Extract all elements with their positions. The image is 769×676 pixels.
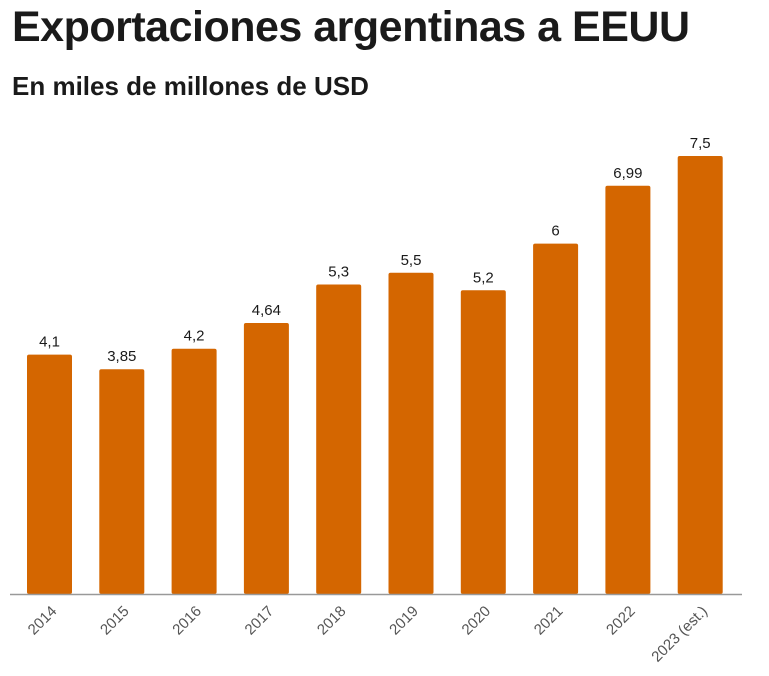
bar-2016 [171, 348, 217, 594]
bar-2014 [27, 354, 72, 594]
x-tick-label: 2022 [603, 603, 639, 639]
data-labels-group: 4,1 3,85 4,2 4,64 5,3 5,5 5,2 6 6,99 7,5 [39, 135, 711, 365]
data-label: 6,99 [613, 165, 642, 182]
data-label: 4,2 [184, 328, 205, 345]
x-tick-labels-group: 2014 2015 2016 2017 2018 2019 2020 2021 2022 2023… [25, 603, 711, 666]
data-label: 5,2 [473, 269, 494, 286]
bar-2017 [243, 323, 289, 594]
bar-2023-est [677, 156, 723, 594]
bar-2019 [388, 272, 434, 594]
x-tick-label: 2021 [531, 603, 567, 639]
x-tick-label: 2018 [314, 603, 350, 639]
x-tick-label: 2019 [386, 603, 422, 639]
data-label: 5,5 [401, 252, 422, 269]
x-tick-label: 2016 [169, 603, 205, 639]
bar-2015 [99, 369, 145, 594]
x-tick-label: 2017 [242, 603, 278, 639]
bars-group [27, 156, 723, 595]
x-tick-label: 2023 (est.) [648, 603, 711, 666]
data-label: 3,85 [107, 348, 136, 365]
bar-2018 [316, 284, 362, 594]
bar-2020 [460, 290, 506, 594]
x-tick-label: 2020 [459, 603, 495, 639]
data-label: 4,64 [252, 302, 281, 319]
x-tick-label: 2015 [97, 603, 133, 639]
bar-2021 [533, 243, 579, 594]
data-label: 4,1 [39, 334, 60, 351]
chart-subtitle: En miles de millones de USD [12, 71, 369, 101]
data-label: 7,5 [690, 135, 711, 152]
x-tick-label: 2014 [25, 603, 61, 639]
data-label: 5,3 [328, 264, 349, 281]
data-label: 6 [551, 223, 559, 240]
chart-title: Exportaciones argentinas a EEUU [12, 3, 690, 51]
bar-2022 [605, 185, 651, 595]
